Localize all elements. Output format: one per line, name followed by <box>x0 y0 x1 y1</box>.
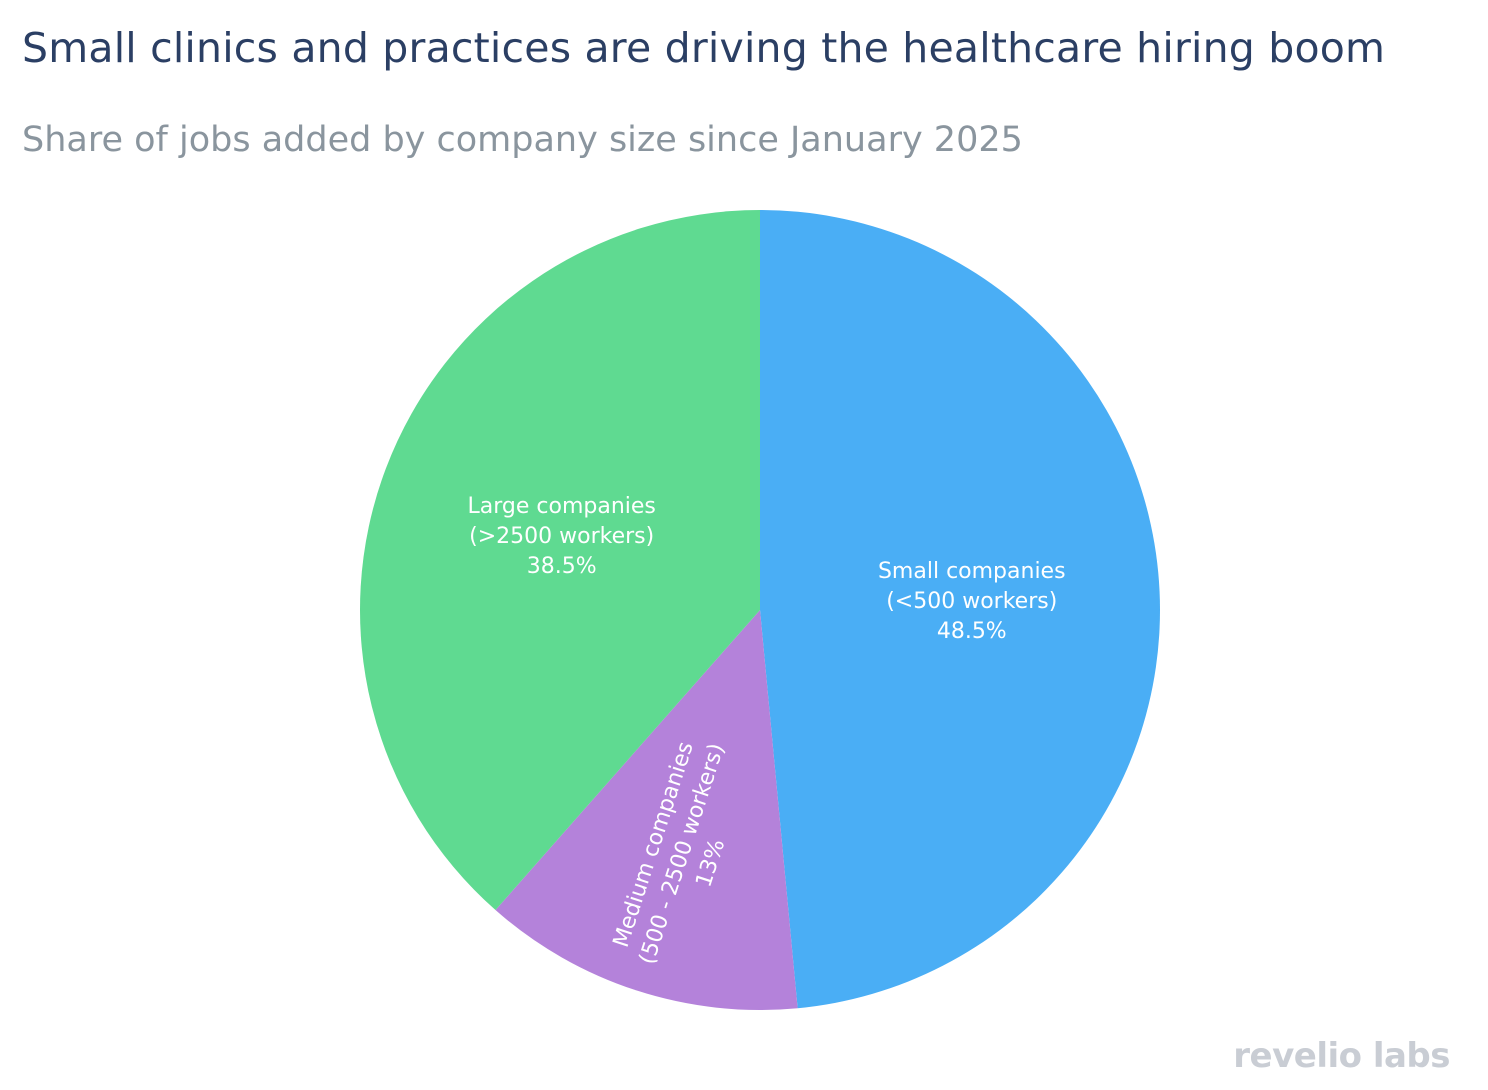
slice-label-large-companies: Large companies (>2500 workers) 38.5% <box>467 494 655 579</box>
pie-slice-large-companies <box>360 210 760 911</box>
slice-value-label: 38.5% <box>527 554 597 579</box>
pie-slice-medium-companies <box>495 610 798 1010</box>
slice-category-label: (>2500 workers) <box>469 524 654 549</box>
slice-value-label: 48.5% <box>937 619 1007 644</box>
pie-slices <box>360 210 1160 1010</box>
slice-category-label: Small companies <box>878 559 1066 584</box>
pie-slice-small-companies <box>760 210 1160 1009</box>
chart-subtitle: Share of jobs added by company size sinc… <box>22 120 1023 160</box>
slice-category-label: (<500 workers) <box>886 589 1057 614</box>
chart-title: Small clinics and practices are driving … <box>22 24 1386 72</box>
slice-label-small-companies: Small companies (<500 workers) 48.5% <box>878 559 1066 644</box>
pie-labels: Small companies (<500 workers) 48.5%Medium… <box>467 494 1066 967</box>
slice-category-label: Large companies <box>467 494 655 519</box>
revelio-labs-logo: revelio labs <box>1233 1036 1450 1076</box>
